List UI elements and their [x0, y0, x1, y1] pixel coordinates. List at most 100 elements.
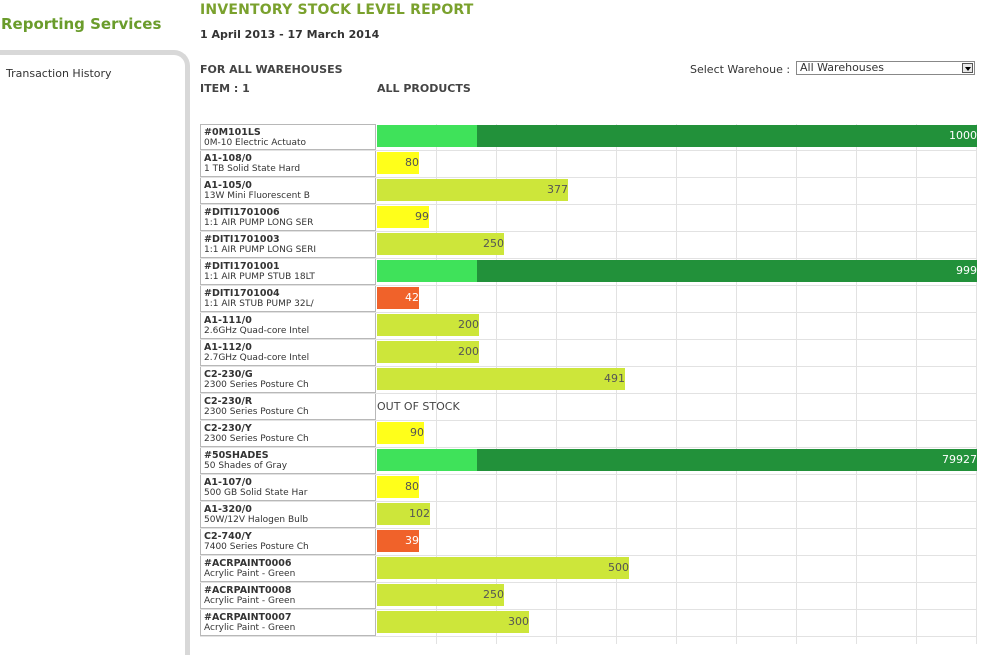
table-row: C2-230/Y 2300 Series Posture Ch 90 [200, 421, 977, 448]
table-row: #50SHADES 50 Shades of Gray 79927 [200, 448, 977, 475]
product-code: C2-230/G [204, 369, 253, 380]
stock-quantity-label: 250 [483, 588, 504, 601]
product-label-cell: #0M101LS 0M-10 Electric Actuato [200, 124, 376, 150]
table-row: C2-230/R 2300 Series Posture Ch OUT OF STO… [200, 394, 977, 421]
warehouse-select[interactable]: All Warehouses [796, 61, 975, 75]
sidebar-item-transaction-history[interactable]: Transaction History [6, 67, 112, 80]
product-label-cell: #DITI1701003 1:1 AIR PUMP LONG SERI [200, 232, 376, 258]
stock-bar-fill [377, 179, 568, 201]
stock-bar[interactable]: 102 [377, 503, 430, 525]
stock-quantity-label: 80 [405, 156, 419, 169]
stock-quantity-label: 79927 [942, 453, 977, 466]
stock-bar[interactable]: 42 [377, 287, 419, 309]
stock-bar[interactable]: 79927 [377, 449, 977, 471]
stock-bar-fill [377, 584, 504, 606]
stock-bar-segment-dark [477, 260, 977, 282]
product-code: #ACRPAINT0006 [204, 558, 292, 569]
product-code: #ACRPAINT0008 [204, 585, 292, 596]
stock-bar[interactable]: 250 [377, 584, 504, 606]
product-code: A1-320/0 [204, 504, 252, 515]
product-name: 1:1 AIR PUMP LONG SER [204, 218, 314, 228]
product-name: 13W Mini Fluorescent B [204, 191, 310, 201]
product-label-cell: #ACRPAINT0007 Acrylic Paint - Green [200, 610, 376, 636]
product-name: 500 GB Solid State Har [204, 488, 308, 498]
stock-bar-fill [377, 557, 629, 579]
stock-bar-fill [377, 476, 419, 498]
product-code: #DITI1701003 [204, 234, 280, 245]
table-row: A1-107/0 500 GB Solid State Har 80 [200, 475, 977, 502]
table-row: #DITI1701003 1:1 AIR PUMP LONG SERI 250 [200, 232, 977, 259]
product-name: 2.7GHz Quad-core Intel [204, 353, 310, 363]
stock-bar[interactable]: 300 [377, 611, 529, 633]
table-row: #DITI1701004 1:1 AIR STUB PUMP 32L/42 [200, 286, 977, 313]
stock-bar-fill [377, 422, 424, 444]
products-filter: ALL PRODUCTS [377, 82, 471, 95]
product-label-cell: A1-320/0 50W/12V Halogen Bulb [200, 502, 376, 528]
product-label-cell: C2-230/R 2300 Series Posture Ch [200, 394, 376, 420]
table-row: A1-105/0 13W Mini Fluorescent B 377 [200, 178, 977, 205]
product-code: #DITI1701004 [204, 288, 280, 299]
product-name: 50 Shades of Gray [204, 461, 288, 471]
stock-quantity-label: 39 [405, 534, 419, 547]
stock-bar-fill [377, 368, 625, 390]
product-code: #DITI1701001 [204, 261, 280, 272]
product-code: A1-108/0 [204, 153, 252, 164]
product-name: 1:1 AIR PUMP STUB 18LT [204, 272, 315, 282]
product-label-cell: #ACRPAINT0006 Acrylic Paint - Green [200, 556, 376, 582]
product-code: C2-740/Y [204, 531, 252, 542]
product-name: 1:1 AIR STUB PUMP 32L/ [204, 299, 314, 309]
stock-bar-fill [377, 611, 529, 633]
product-code: A1-105/0 [204, 180, 252, 191]
product-name: 2300 Series Posture Ch [204, 380, 309, 390]
table-row: A1-112/0 2.7GHz Quad-core Intel 200 [200, 340, 977, 367]
warehouse-select-label: Select Warehoue : [690, 63, 791, 76]
stock-quantity-label: 90 [410, 426, 424, 439]
product-name: 1:1 AIR PUMP LONG SERI [204, 245, 316, 255]
product-label-cell: A1-112/0 2.7GHz Quad-core Intel [200, 340, 376, 366]
product-code: #DITI1701006 [204, 207, 280, 218]
stock-bar[interactable]: 39 [377, 530, 419, 552]
stock-bar[interactable]: 491 [377, 368, 625, 390]
stock-quantity-label: 250 [483, 237, 504, 250]
stock-bar[interactable]: 1000 [377, 125, 977, 147]
stock-bar-fill [377, 233, 504, 255]
stock-quantity-label: 42 [405, 291, 419, 304]
stock-bar[interactable]: 377 [377, 179, 568, 201]
stock-bar[interactable]: 200 [377, 314, 479, 336]
stock-quantity-label: 80 [405, 480, 419, 493]
table-row: C2-230/G 2300 Series Posture Ch 491 [200, 367, 977, 394]
stock-bar-fill [377, 314, 479, 336]
item-count: ITEM : 1 [200, 82, 250, 95]
product-name: Acrylic Paint - Green [204, 596, 296, 606]
warehouse-select-value: All Warehouses [800, 61, 884, 74]
product-label-cell: C2-230/G 2300 Series Posture Ch [200, 367, 376, 393]
stock-bar[interactable]: 500 [377, 557, 629, 579]
table-row: #DITI1701001 1:1 AIR PUMP STUB 18LT 999 [200, 259, 977, 286]
stock-bar-fill [377, 503, 430, 525]
stock-quantity-label: 200 [458, 345, 479, 358]
stock-bar-segment-dark [477, 449, 977, 471]
report-title: INVENTORY STOCK LEVEL REPORT [200, 2, 474, 18]
dropdown-arrow-icon[interactable] [962, 63, 973, 73]
stock-quantity-label: 500 [608, 561, 629, 574]
product-name: 2300 Series Posture Ch [204, 407, 309, 417]
table-row: A1-108/0 1 TB Solid State Hard 80 [200, 151, 977, 178]
product-name: 0M-10 Electric Actuato [204, 138, 306, 148]
product-name: Acrylic Paint - Green [204, 623, 296, 633]
stock-bar[interactable]: 80 [377, 476, 419, 498]
stock-bar[interactable]: 90 [377, 422, 424, 444]
product-name: Acrylic Paint - Green [204, 569, 296, 579]
product-code: C2-230/Y [204, 423, 252, 434]
stock-quantity-label: 1000 [949, 129, 977, 142]
stock-bar[interactable]: 80 [377, 152, 419, 174]
stock-bar[interactable]: 999 [377, 260, 977, 282]
product-name: 2.6GHz Quad-core Intel [204, 326, 310, 336]
product-label-cell: C2-740/Y 7400 Series Posture Ch [200, 529, 376, 555]
stock-bar[interactable]: 200 [377, 341, 479, 363]
product-name: 2300 Series Posture Ch [204, 434, 309, 444]
stock-bar[interactable]: 99 [377, 206, 429, 228]
stock-bar[interactable]: 250 [377, 233, 504, 255]
sidebar-panel [0, 50, 190, 655]
product-label-cell: #ACRPAINT0008 Acrylic Paint - Green [200, 583, 376, 609]
product-label-cell: A1-105/0 13W Mini Fluorescent B [200, 178, 376, 204]
